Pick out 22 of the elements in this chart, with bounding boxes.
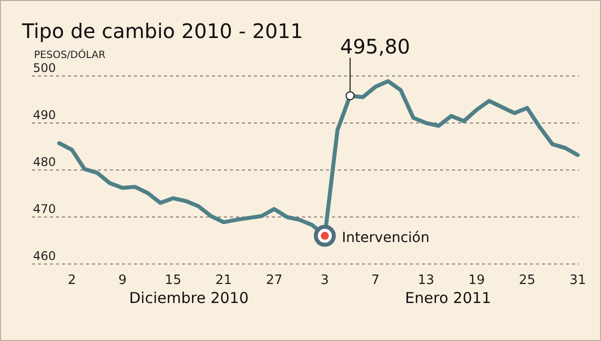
data-label: 495,80 xyxy=(340,34,410,59)
y-tick-label: 470 xyxy=(33,202,56,216)
y-tick-label: 500 xyxy=(33,61,56,75)
x-tick-label: 15 xyxy=(164,273,182,288)
y-tick-label: 460 xyxy=(33,249,56,263)
y-axis-title: PESOS/DÓLAR xyxy=(34,48,106,61)
x-tick-label: 7 xyxy=(371,273,380,288)
y-tick-label: 490 xyxy=(33,108,56,122)
chart-title: Tipo de cambio 2010 - 2011 xyxy=(21,19,304,43)
x-tick-label: 31 xyxy=(569,273,586,288)
annotation: Intervención xyxy=(342,230,430,246)
x-tick-label: 9 xyxy=(118,273,127,288)
y-tick-label: 480 xyxy=(33,155,56,169)
x-tick-label: 2 xyxy=(68,273,76,288)
x-tick-label: 13 xyxy=(418,273,434,288)
x-tick-label: 21 xyxy=(215,273,232,288)
x-tick-label: 27 xyxy=(266,273,283,288)
text: Enero 2011 xyxy=(405,289,492,307)
x-tick-label: 19 xyxy=(468,273,485,288)
text: Diciembre 2010 xyxy=(129,289,249,307)
x-tick-label: 3 xyxy=(320,273,329,288)
x-tick-label: 25 xyxy=(518,273,536,288)
